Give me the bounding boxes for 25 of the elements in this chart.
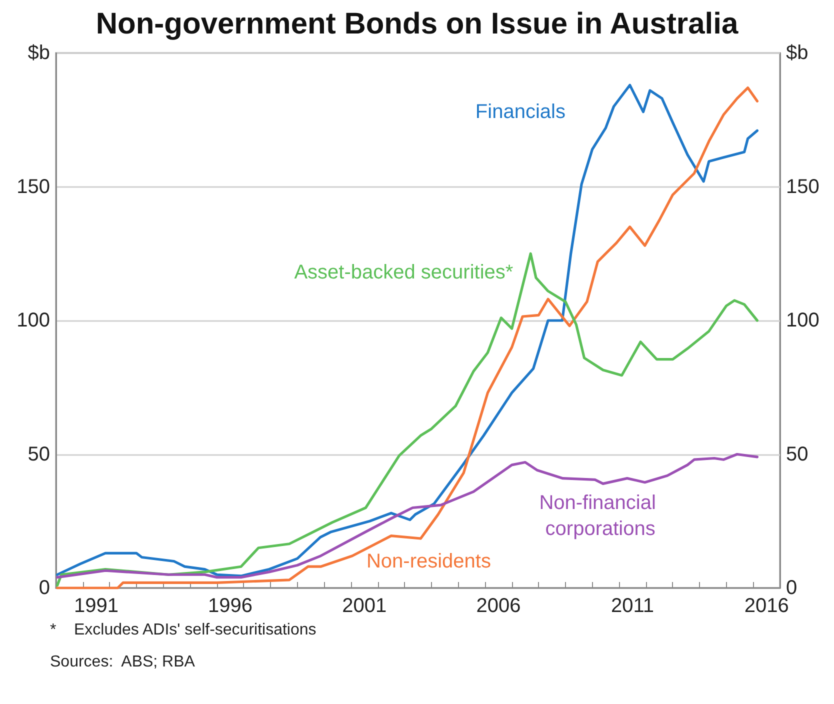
y-tick-label: 0 — [38, 577, 50, 599]
x-tick-label: 2016 — [744, 595, 789, 617]
line-series — [56, 252, 759, 587]
y-tick-label: 150 — [16, 176, 50, 198]
y2-tick-label: 0 — [786, 577, 798, 599]
y-tick-label: 50 — [28, 443, 50, 466]
chart-title: Non-government Bonds on Issue in Australia — [96, 8, 738, 40]
x-tick-label: 1991 — [74, 595, 118, 617]
y2-tick-label: $b — [786, 42, 808, 64]
x-tick-label: 1996 — [208, 595, 253, 617]
y-tick-label: $b — [28, 42, 50, 64]
y2-tick-label: 150 — [786, 176, 820, 198]
x-tick-label: 2011 — [611, 595, 654, 617]
series-label: Non-residents — [366, 550, 491, 572]
y-tick-label: 100 — [16, 310, 50, 332]
y2-tick-label: 50 — [786, 443, 808, 466]
series-label: Asset-backed securities* — [294, 261, 514, 284]
y2-tick-label: 100 — [786, 310, 820, 332]
line-series — [56, 452, 759, 579]
source-note: Sources: ABS; RBA — [50, 654, 196, 670]
text: * Excludes ADIs' self-securitisations — [50, 622, 316, 638]
x-tick-label: 2001 — [342, 595, 387, 617]
series-label: Financials — [475, 100, 566, 123]
series-label: Non-financial corporations — [539, 492, 662, 540]
x-tick-label: 2006 — [476, 595, 521, 617]
